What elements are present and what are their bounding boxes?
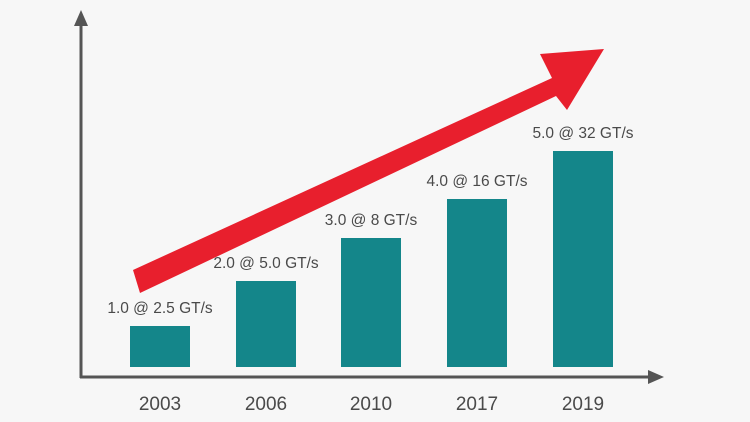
data-label-2010: 3.0 @ 8 GT/s bbox=[325, 212, 418, 229]
x-tick-2010: 2010 bbox=[350, 394, 392, 415]
data-label-2017: 4.0 @ 16 GT/s bbox=[426, 173, 527, 190]
bar-2006 bbox=[236, 281, 296, 367]
data-label-2003: 1.0 @ 2.5 GT/s bbox=[107, 300, 213, 317]
bar-2017 bbox=[447, 199, 507, 367]
bar-2019 bbox=[553, 151, 613, 367]
data-label-2006: 2.0 @ 5.0 GT/s bbox=[213, 255, 319, 272]
x-axis-arrowhead bbox=[648, 370, 664, 384]
trend-arrow bbox=[133, 49, 604, 293]
data-label-2019: 5.0 @ 32 GT/s bbox=[532, 125, 633, 142]
x-tick-2019: 2019 bbox=[562, 394, 604, 415]
x-tick-2017: 2017 bbox=[456, 394, 498, 415]
bar-2010 bbox=[341, 238, 401, 367]
bars bbox=[130, 151, 613, 367]
x-tick-2003: 2003 bbox=[139, 394, 181, 415]
bar-2003 bbox=[130, 326, 190, 367]
y-axis-arrowhead bbox=[74, 10, 88, 26]
x-tick-2006: 2006 bbox=[245, 394, 287, 415]
x-tick-labels: 2003 2006 2010 2017 2019 bbox=[139, 394, 604, 415]
data-labels: 1.0 @ 2.5 GT/s 2.0 @ 5.0 GT/s 3.0 @ 8 GT/s… bbox=[107, 125, 633, 317]
